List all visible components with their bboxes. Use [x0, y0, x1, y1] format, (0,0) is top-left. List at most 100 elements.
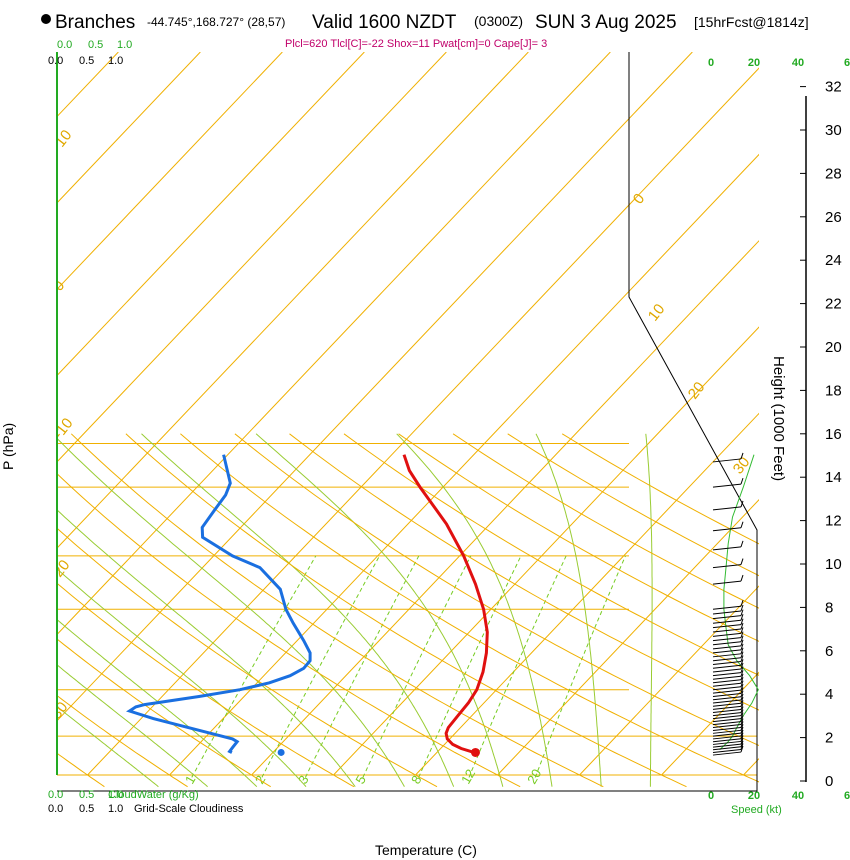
- isotherm-0: [333, 326, 759, 776]
- header-forecast: [15hrFcst@1814z]: [694, 14, 809, 30]
- isotherm-10: [415, 412, 759, 776]
- moist-adiabat-layer: [57, 433, 653, 788]
- dry-label-1: 0: [50, 277, 69, 294]
- isotherm--90: [57, 52, 283, 290]
- cloud-bot-black-2: 1.0: [108, 803, 123, 815]
- wind-barb-flag-860: [740, 729, 744, 737]
- wind-barb-880: [712, 740, 742, 745]
- mixing-ratio-layer: 1 2 3 5 8 12 20: [182, 555, 626, 786]
- wind-barb-840: [712, 729, 742, 734]
- wind-barb-flag-920: [740, 745, 744, 753]
- temperature-trace: [402, 454, 489, 754]
- moist-adiabat--8: [57, 618, 258, 788]
- moist-adiabat--2: [57, 568, 307, 788]
- trace-layer: [126, 454, 489, 757]
- speed-bot-0: 0: [708, 790, 714, 802]
- header-utc: (0300Z): [474, 13, 523, 29]
- wind-barb-630: [712, 661, 742, 666]
- speed-top-6: 6: [844, 57, 850, 69]
- dewpoint-surface-dot: [277, 748, 285, 756]
- height-tick-30: 30: [825, 122, 842, 139]
- x-tick--10: -10: [241, 819, 263, 836]
- wind-barb-flag-710: [740, 683, 744, 691]
- wind-barb-830: [712, 726, 742, 731]
- cloud-top-black-2: 1.0: [108, 55, 123, 67]
- mixing-ratio-2: [261, 555, 380, 778]
- cloud-bot-green-0: 0.0: [48, 789, 63, 801]
- header-date: SUN 3 Aug 2025: [535, 12, 677, 33]
- isotherm--50: [57, 52, 611, 636]
- header-valid: Valid 1600 NZDT: [312, 12, 457, 33]
- isotherm-60: [826, 52, 850, 775]
- wind-barb-540: [712, 624, 742, 629]
- wind-barb-flag-730: [740, 690, 744, 697]
- p-tick-850: 850: [25, 729, 50, 746]
- wind-barb-flag-840: [740, 724, 744, 731]
- isotherm-30: [579, 585, 759, 776]
- dry-adiabat--40: [0, 434, 21, 787]
- text-layer: Branches -44.745°,168.727° (28,57) Valid…: [0, 12, 809, 858]
- wind-barb-flag-270: [740, 452, 744, 460]
- isotherm--80: [57, 52, 365, 377]
- wind-barb-flag-450: [740, 574, 744, 582]
- wind-barb-770: [712, 709, 742, 714]
- header-dot: [41, 14, 51, 24]
- cloud-top-black-0: 0.0: [48, 55, 63, 67]
- wind-barb-flag-500: [740, 600, 744, 607]
- moist-adiabat-16: [141, 433, 455, 787]
- x-tick--30: -30: [77, 819, 99, 836]
- wind-barb-flag-360: [740, 521, 744, 528]
- wind-barb-360: [712, 527, 742, 532]
- dry-label-7: 20: [685, 379, 709, 403]
- wind-barb-530: [712, 619, 742, 624]
- wind-barb-flag-520: [740, 609, 744, 616]
- wind-barb-560: [712, 632, 742, 637]
- mixing-ratio-12: [468, 555, 567, 778]
- wind-barb-920: [712, 751, 742, 756]
- height-tick-2: 2: [825, 730, 833, 747]
- wind-barb-780: [712, 712, 742, 717]
- wind-barb-600: [712, 649, 742, 654]
- wind-barb-flag-700: [740, 680, 744, 687]
- wind-barb-flag-620: [740, 651, 744, 658]
- dewpoint-trace: [126, 454, 312, 754]
- x-tick--20: -20: [159, 819, 181, 836]
- wind-barb-710: [712, 689, 742, 694]
- dry-adiabat-90: [398, 433, 759, 642]
- height-tick-0: 0: [825, 773, 833, 790]
- wind-barb-flag-680: [740, 673, 744, 680]
- speed-bot-40: 40: [792, 790, 804, 802]
- isotherm-40: [661, 671, 759, 776]
- wind-barb-900: [712, 746, 742, 751]
- dry-label-6: 10: [645, 301, 669, 325]
- height-tick-12: 12: [825, 513, 842, 530]
- wind-barb-520: [712, 615, 742, 620]
- isotherm--40: [57, 52, 693, 722]
- wind-barb-flag-900: [740, 740, 744, 747]
- speed-top-40: 40: [792, 57, 804, 69]
- moist-adiabat-10: [57, 437, 405, 787]
- temperature-surface-dot: [470, 747, 480, 757]
- wind-barb-450: [712, 580, 742, 585]
- mixing-ratio-8: [418, 555, 522, 778]
- isotherm--30: [87, 67, 759, 776]
- wind-barb-flag-640: [740, 659, 744, 666]
- dry-adiabat-100: [452, 433, 759, 609]
- x-tick-0: 0: [329, 819, 337, 836]
- wind-barb-420: [712, 564, 742, 569]
- height-tick-14: 14: [825, 469, 842, 486]
- p-tick-250: 250: [25, 437, 50, 454]
- wind-barb-800: [712, 718, 742, 723]
- height-tick-24: 24: [825, 252, 842, 269]
- dry-adiabat-70: [289, 433, 759, 711]
- wind-barb-flag-420: [740, 558, 744, 565]
- height-axis-title: Height (1000 Feet): [770, 356, 787, 481]
- cloud-top-black-1: 0.5: [79, 55, 94, 67]
- wind-barb-620: [712, 657, 742, 662]
- dry-label-5: 0: [630, 190, 649, 207]
- header-location: Branches: [55, 12, 135, 33]
- dry-label-0: 10: [52, 127, 76, 151]
- dry-adiabat-20: [57, 473, 521, 788]
- wind-barb-850: [712, 732, 742, 737]
